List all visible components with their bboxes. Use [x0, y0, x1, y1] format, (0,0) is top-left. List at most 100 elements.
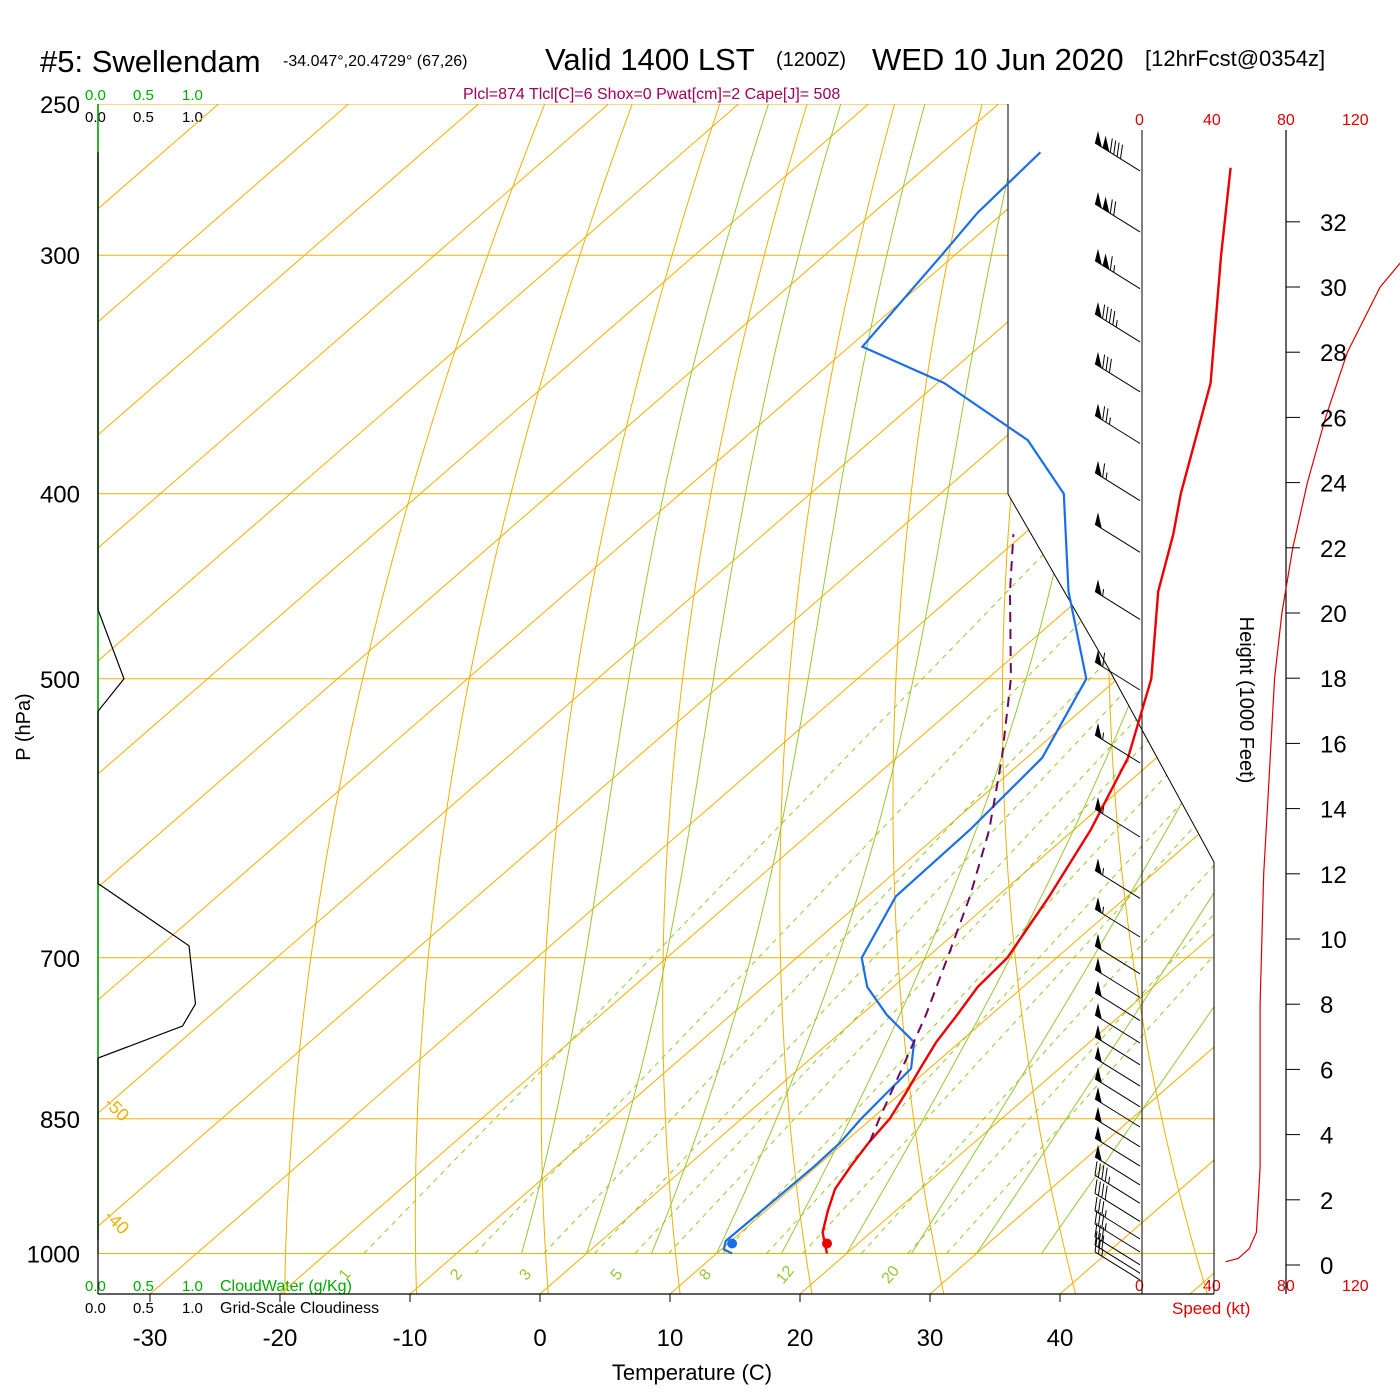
pressure-tick-label: 850	[40, 1107, 80, 1134]
barb-flag	[1095, 1087, 1102, 1104]
height-tick-label: 32	[1320, 210, 1347, 237]
isotherm-line	[98, 104, 739, 1294]
barb-half	[1108, 417, 1111, 425]
isotherm-line	[929, 104, 1214, 1294]
cloudiness-tick: 1.0	[182, 109, 203, 126]
dry-adiabat	[284, 104, 546, 1294]
cloudiness-tick: 0.0	[85, 109, 106, 126]
barb-staff	[1094, 908, 1141, 938]
moist-adiabat	[976, 104, 1214, 1254]
barb-full	[1102, 304, 1106, 319]
mixing-ratio-label: 5	[608, 1266, 627, 1284]
isotherm-line	[149, 104, 1214, 1294]
barb-full	[1109, 138, 1113, 153]
isotherm-line	[98, 104, 1129, 1294]
height-tick-label: 16	[1320, 731, 1347, 758]
cloud-scale-bottom: 0.0 0.5 1.0 CloudWater (g/Kg) 0.0 0.5 1.…	[85, 1278, 379, 1317]
series-layer	[722, 151, 1232, 1255]
mixing-ratio-line	[802, 493, 1214, 1254]
barb-full	[1094, 1231, 1098, 1246]
mixing-ratio-line	[861, 493, 1214, 1254]
speed-axis-label: Speed (kt)	[1172, 1299, 1250, 1318]
mixing-ratio-line	[907, 493, 1214, 1254]
isotherm-line	[98, 104, 349, 1294]
wind-barb	[1094, 858, 1141, 899]
speed-tick: 40	[1203, 112, 1221, 129]
wind-barb	[1094, 1144, 1141, 1186]
dry-adiabat	[892, 104, 983, 1294]
isotherm-line	[1059, 104, 1214, 1294]
barb-full	[1109, 199, 1113, 214]
temperature-tick-label: -10	[393, 1325, 428, 1352]
wind-barb	[1094, 460, 1141, 502]
wind-speed-profile	[1225, 262, 1400, 1263]
barb-staff	[1094, 1210, 1141, 1240]
barb-full	[1109, 256, 1113, 271]
barb-staff	[1094, 523, 1141, 553]
mixing-ratio-label: 12	[773, 1263, 798, 1288]
barb-flag	[1095, 512, 1102, 529]
wind-barb	[1094, 650, 1141, 691]
barb-staff	[1094, 992, 1141, 1022]
barb-staff	[1094, 1078, 1141, 1108]
height-tick-label: 18	[1320, 666, 1347, 693]
wind-barb	[1094, 248, 1141, 290]
speed-axis-bottom: 0 40 80 120 Speed (kt)	[1135, 1278, 1369, 1318]
speed-tick: 40	[1203, 1278, 1221, 1295]
parcel-path	[868, 534, 1015, 1143]
cloudwater-tick: 1.0	[182, 87, 203, 104]
barb-half	[1102, 868, 1105, 876]
isotherm-line	[98, 104, 999, 1294]
wind-barb	[1094, 1066, 1141, 1108]
temperature-tick-label: 20	[787, 1325, 814, 1352]
barb-full	[1094, 1196, 1098, 1212]
moist-adiabat	[651, 104, 926, 1254]
cloudwater-tick: 0.5	[133, 87, 154, 104]
barb-flag	[1095, 248, 1102, 265]
temperature-tick-label: -30	[133, 1325, 168, 1352]
wind-barb	[1094, 512, 1141, 553]
mixing-ratio-line	[594, 493, 1214, 1254]
barb-flag	[1102, 196, 1110, 213]
barb-staff	[1094, 260, 1141, 290]
barb-staff	[1094, 1057, 1141, 1087]
grid-layer	[98, 104, 1214, 1294]
wind-barb	[1094, 897, 1141, 938]
pressure-tick-label: 500	[40, 667, 80, 694]
wind-barb	[1094, 1179, 1141, 1222]
height-tick-label: 4	[1320, 1123, 1333, 1150]
temperature-tick-label: 30	[917, 1325, 944, 1352]
wind-barbs	[1094, 130, 1141, 1281]
barb-full	[1097, 1212, 1101, 1227]
isotherm-line	[279, 104, 1214, 1294]
barb-full	[1101, 1183, 1105, 1198]
tick-labels: 1 2 3 5 8 12 20-50-402503004005007008501000-30…	[27, 92, 1347, 1352]
barb-half	[1102, 589, 1105, 597]
isotherm-line	[539, 104, 1214, 1294]
dry-adiabat	[662, 104, 808, 1294]
wind-barb	[1094, 1106, 1141, 1148]
barb-staff	[1094, 1156, 1141, 1186]
isotherm-line	[669, 104, 1214, 1294]
barb-full	[1094, 1179, 1098, 1194]
height-tick-label: 24	[1320, 471, 1347, 498]
barb-staff	[1094, 808, 1141, 838]
barb-full	[1112, 310, 1116, 326]
temperature-tick-label: 10	[657, 1325, 684, 1352]
barb-full	[1105, 306, 1109, 321]
wind-barb	[1094, 1024, 1141, 1066]
moist-adiabat	[911, 104, 1214, 1254]
mixing-ratio-line	[474, 493, 1204, 1254]
barb-full	[1097, 1239, 1101, 1255]
barb-flag	[1095, 722, 1102, 740]
mixing-ratio-label: 8	[696, 1266, 715, 1284]
station-coords: -34.047°,20.4729° (67,26)	[283, 53, 467, 70]
barb-staff	[1094, 1174, 1141, 1204]
barb-full	[1104, 1167, 1108, 1182]
speed-tick: 0	[1135, 112, 1144, 129]
temperature-profile	[821, 167, 1232, 1254]
barb-full	[1102, 463, 1106, 478]
barb-flag	[1095, 1003, 1102, 1020]
barb-half	[1104, 1210, 1107, 1218]
forecast-info: [12hrFcst@0354z]	[1145, 46, 1325, 71]
